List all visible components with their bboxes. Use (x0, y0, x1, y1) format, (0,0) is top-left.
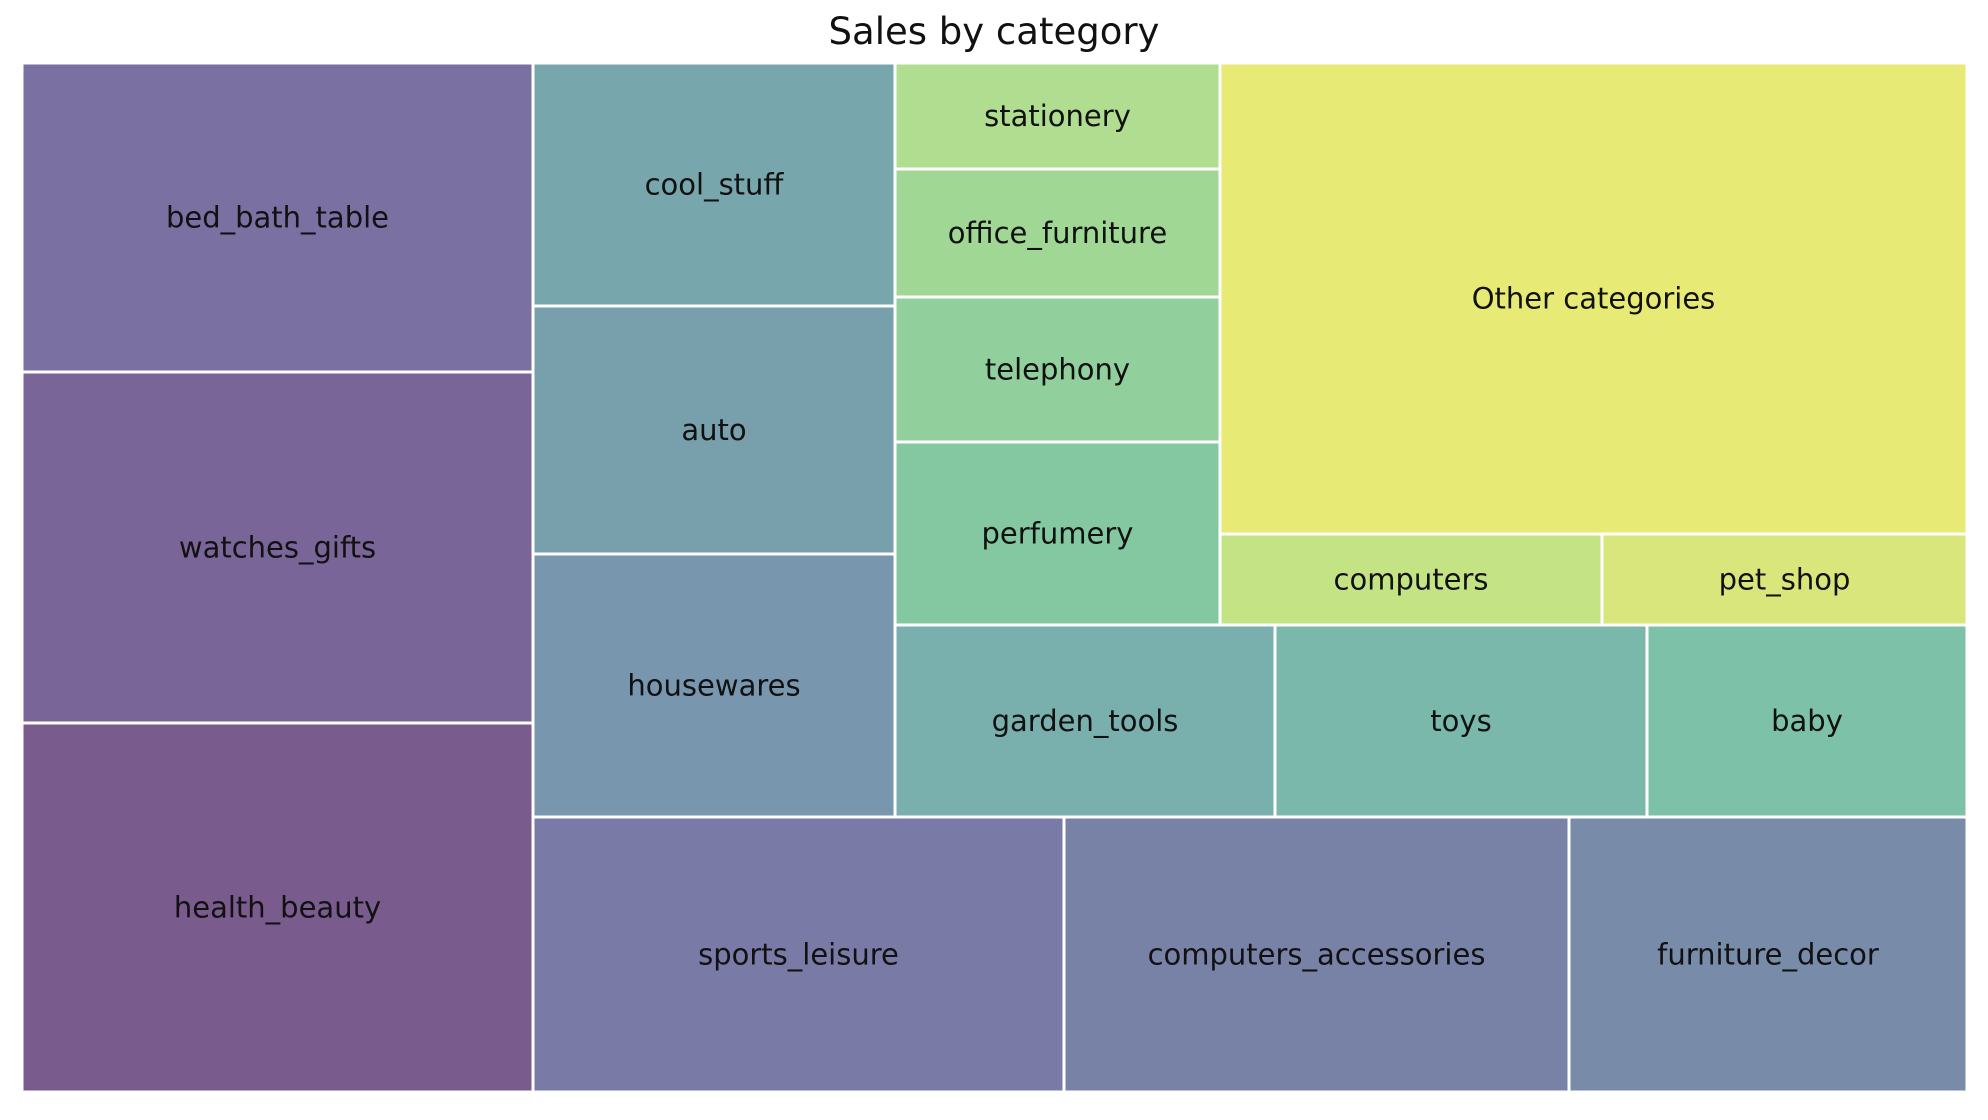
treemap-tile: toys (1273, 623, 1649, 819)
treemap-tile-label: computers (1334, 563, 1489, 597)
treemap-tile: garden_tools (893, 623, 1277, 819)
treemap-tile-label: housewares (627, 669, 800, 703)
treemap-tile: office_furniture (893, 167, 1222, 299)
treemap-tile-label: cool_stuff (645, 168, 785, 202)
treemap-tile-rect (1567, 815, 1969, 1094)
chart-title: Sales by category (828, 10, 1160, 53)
treemap-tile: pet_shop (1600, 532, 1969, 627)
treemap-tile: housewares (531, 552, 897, 819)
treemap-tile-label: telephony (985, 353, 1130, 387)
treemap-tile-label: toys (1430, 704, 1491, 738)
treemap-tile-label: health_beauty (174, 891, 381, 925)
treemap-tile: computers_accessories (1062, 815, 1571, 1094)
treemap-tile: bed_bath_table (20, 61, 535, 374)
treemap-tile-label: office_furniture (948, 216, 1167, 250)
treemap-tile-rect (20, 370, 535, 725)
treemap-tile-rect (893, 295, 1222, 444)
treemap-tile-label: baby (1771, 704, 1843, 738)
treemap-tile-rect (1600, 532, 1969, 627)
treemap-tile: perfumery (893, 440, 1222, 627)
treemap-tile-rect (20, 721, 535, 1094)
treemap-tile-rect (893, 61, 1222, 171)
treemap-tile: baby (1645, 623, 1969, 819)
treemap-tile: telephony (893, 295, 1222, 444)
treemap-tile-label: perfumery (982, 517, 1134, 551)
treemap-tile-rect (1218, 61, 1969, 536)
treemap-tile: computers (1218, 532, 1604, 627)
treemap-tile-rect (531, 815, 1066, 1094)
treemap-tile: Other categories (1218, 61, 1969, 536)
treemap-tile-label: bed_bath_table (166, 201, 389, 235)
treemap-tile: auto (531, 304, 897, 556)
treemap-tile: watches_gifts (20, 370, 535, 725)
treemap-tile-rect (1273, 623, 1649, 819)
treemap-tile: health_beauty (20, 721, 535, 1094)
treemap-tile-rect (893, 623, 1277, 819)
treemap-tile-label: sports_leisure (698, 938, 899, 972)
treemap-tile: stationery (893, 61, 1222, 171)
treemap-tile: cool_stuff (531, 61, 897, 308)
treemap-tile: sports_leisure (531, 815, 1066, 1094)
treemap-tile-rect (893, 440, 1222, 627)
treemap-tile-label: watches_gifts (179, 531, 376, 565)
treemap-tile-label: auto (681, 413, 746, 447)
treemap-tile-label: Other categories (1472, 282, 1716, 316)
treemap-tile-label: pet_shop (1719, 563, 1851, 597)
treemap-tile: furniture_decor (1567, 815, 1969, 1094)
treemap-tile-label: stationery (984, 99, 1131, 133)
treemap-tile-rect (1218, 532, 1604, 627)
treemap-tile-rect (20, 61, 535, 374)
treemap-tile-label: garden_tools (992, 704, 1179, 738)
treemap-tile-rect (1645, 623, 1969, 819)
treemap-tile-label: computers_accessories (1148, 938, 1486, 972)
treemap-tile-label: furniture_decor (1657, 938, 1879, 972)
treemap-tile-rect (531, 61, 897, 308)
treemap-tile-rect (1062, 815, 1571, 1094)
